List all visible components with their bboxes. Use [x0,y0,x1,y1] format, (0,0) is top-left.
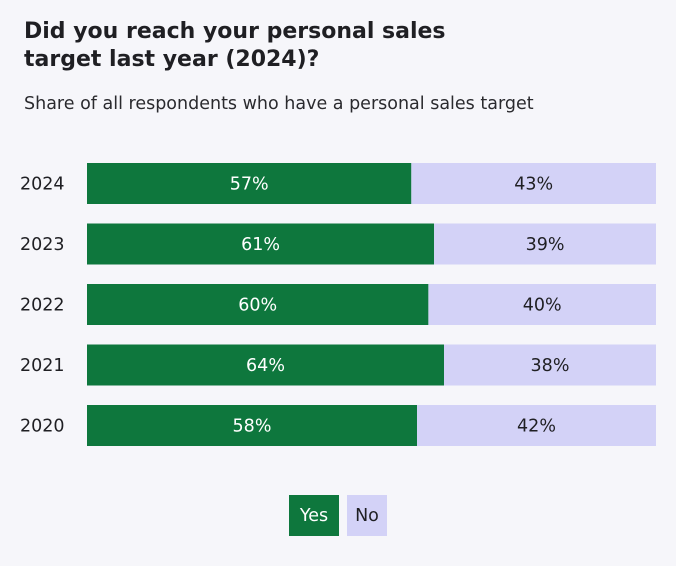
bar-no-2020[interactable] [417,405,656,446]
bar-yes-2023[interactable] [87,223,435,265]
legend-item-no[interactable]: No [347,495,387,536]
data-label-no-2020: 42% [517,417,556,437]
category-label-2022: 2022 [20,296,65,316]
bar-yes-2022[interactable] [87,284,429,325]
bar-no-2023[interactable] [434,223,656,265]
category-label-2020: 2020 [20,417,65,437]
legend-item-yes[interactable]: Yes [289,495,339,536]
bar-yes-2021[interactable] [87,344,445,386]
data-label-no-2024: 43% [514,175,553,195]
data-label-yes-2021: 64% [246,356,285,376]
data-label-yes-2024: 57% [230,175,269,195]
bar-no-2021[interactable] [444,344,656,386]
bar-yes-2020[interactable] [87,405,418,446]
legend: Yes No [0,495,676,536]
category-label-2021: 2021 [20,356,65,376]
data-label-no-2021: 38% [531,356,570,376]
chart-title: Did you reach your personal sales target… [24,19,446,72]
stacked-bar-chart: 2024 57% 43% 2023 61% 39% 2022 60% 40% 2021 64% 38%… [20,163,656,446]
data-label-yes-2020: 58% [233,417,272,437]
data-label-yes-2022: 60% [238,296,277,316]
data-label-no-2022: 40% [523,296,562,316]
bar-no-2024[interactable] [411,163,656,204]
data-label-yes-2023: 61% [241,235,280,255]
category-label-2023: 2023 [20,235,65,255]
bar-no-2022[interactable] [428,284,656,325]
category-label-2024: 2024 [20,175,65,195]
data-label-no-2023: 39% [526,235,565,255]
chart-subtitle: Share of all respondents who have a pers… [24,94,534,114]
bar-yes-2024[interactable] [87,163,412,204]
